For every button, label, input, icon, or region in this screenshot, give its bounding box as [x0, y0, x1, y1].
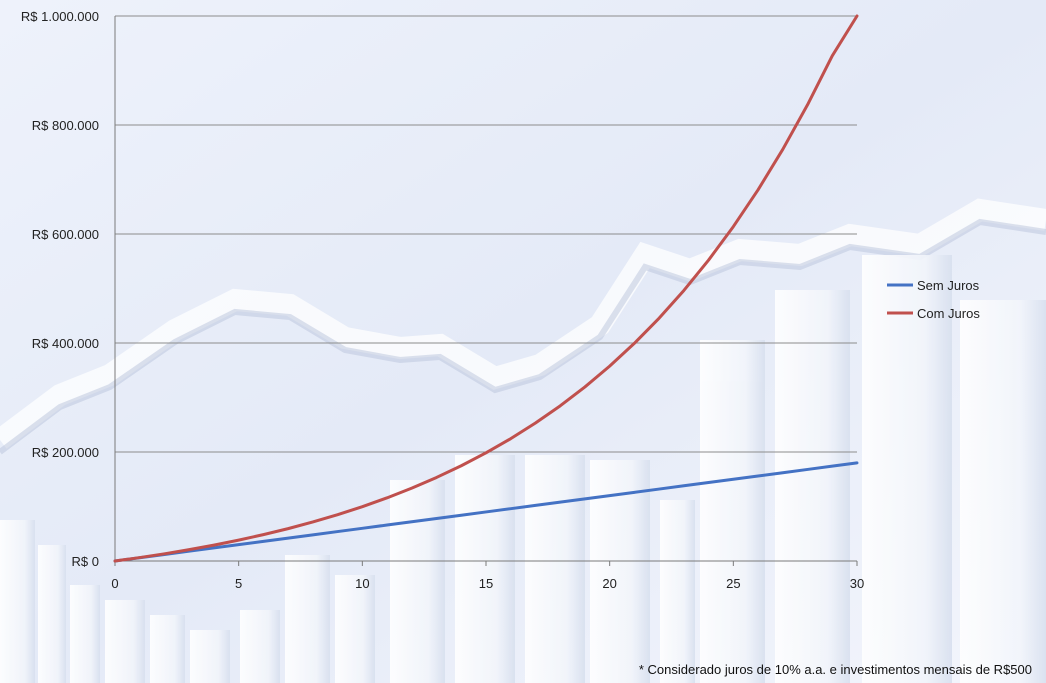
x-axis-ticks: 0 5 10 15 20 25 30: [111, 561, 864, 591]
background-bars: [0, 255, 1046, 683]
x-tick-label: 20: [602, 576, 616, 591]
legend-label: Sem Juros: [917, 278, 980, 293]
background-market-line: [0, 198, 1046, 449]
y-tick-label: R$ 1.000.000: [21, 9, 99, 24]
x-tick-label: 0: [111, 576, 118, 591]
y-tick-label: R$ 0: [72, 554, 99, 569]
y-tick-label: R$ 600.000: [32, 227, 99, 242]
y-tick-label: R$ 200.000: [32, 445, 99, 460]
x-tick-label: 15: [479, 576, 493, 591]
x-tick-label: 25: [726, 576, 740, 591]
series-line-1: [113, 461, 859, 563]
legend: Sem Juros Com Juros: [887, 278, 980, 321]
y-tick-label: R$ 400.000: [32, 336, 99, 351]
footnote: * Considerado juros de 10% a.a. e invest…: [638, 662, 1032, 677]
y-tick-label: R$ 800.000: [32, 118, 99, 133]
series-line-2: [113, 14, 859, 563]
x-tick-label: 5: [235, 576, 242, 591]
axes: [114, 16, 857, 562]
x-tick-label: 30: [850, 576, 864, 591]
series-lines: [113, 14, 859, 563]
y-axis-ticks: R$ 0 R$ 200.000 R$ 400.000 R$ 600.000 R$ 800…: [21, 9, 99, 569]
x-tick-label: 10: [355, 576, 369, 591]
legend-label: Com Juros: [917, 306, 980, 321]
background-market-line-shadow: [0, 218, 1046, 455]
gridlines: [115, 15, 857, 453]
